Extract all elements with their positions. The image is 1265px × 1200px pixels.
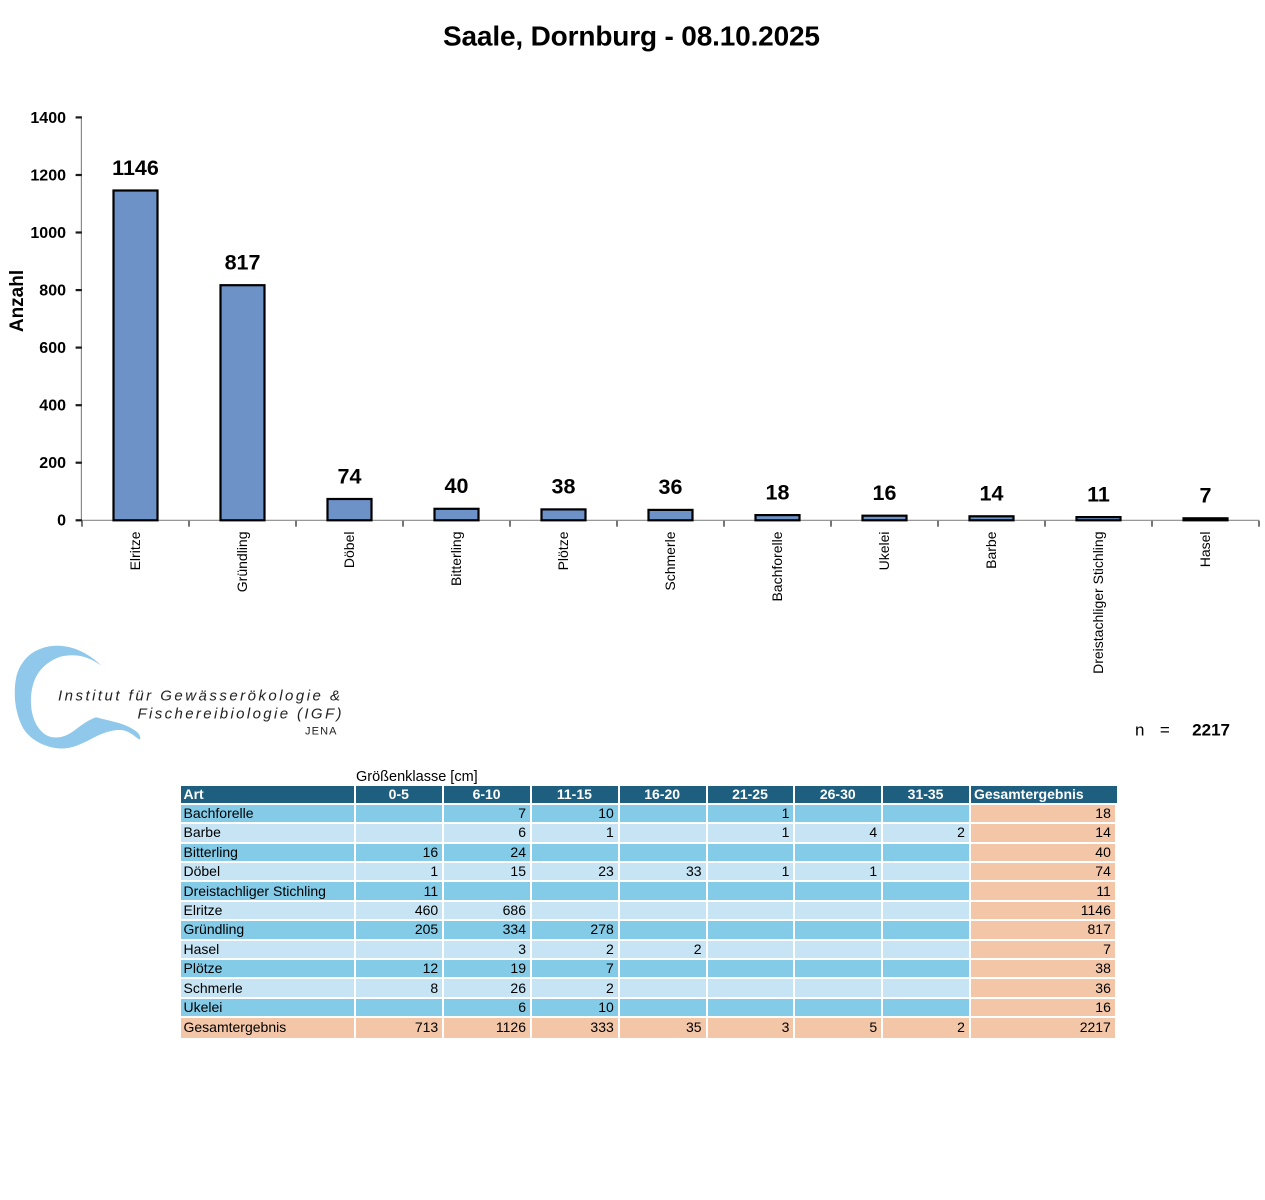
svg-text:14: 14 <box>980 482 1004 506</box>
svg-text:2217: 2217 <box>1192 721 1230 740</box>
svg-text:200: 200 <box>39 455 66 472</box>
svg-text:n: n <box>1135 721 1144 740</box>
svg-text:800: 800 <box>39 283 66 300</box>
svg-text:400: 400 <box>39 398 66 415</box>
svg-text:7: 7 <box>1200 484 1212 508</box>
svg-text:Döbel: Döbel <box>341 532 357 569</box>
svg-text:74: 74 <box>338 464 362 488</box>
svg-text:Elritze: Elritze <box>127 531 143 570</box>
svg-text:40: 40 <box>445 474 469 498</box>
svg-text:Anzahl: Anzahl <box>7 270 28 332</box>
svg-text:Bachforelle: Bachforelle <box>769 531 785 601</box>
svg-text:1146: 1146 <box>112 156 159 180</box>
svg-text:Saale, Dornburg - 08.10.2025: Saale, Dornburg - 08.10.2025 <box>443 20 820 51</box>
svg-text:0: 0 <box>57 513 66 530</box>
svg-text:16: 16 <box>873 481 897 505</box>
svg-text:11: 11 <box>1087 482 1110 506</box>
svg-text:1200: 1200 <box>30 167 66 184</box>
svg-text:1400: 1400 <box>30 110 66 127</box>
svg-text:Barbe: Barbe <box>983 531 999 569</box>
svg-text:Schmerle: Schmerle <box>662 531 678 590</box>
svg-text:Dreistachliger Stichling: Dreistachliger Stichling <box>1090 532 1106 674</box>
svg-text:18: 18 <box>766 480 790 504</box>
svg-text:Bitterling: Bitterling <box>448 532 464 586</box>
svg-text:1000: 1000 <box>30 225 66 242</box>
svg-text:Fischereibiologie (IGF): Fischereibiologie (IGF) <box>138 706 342 723</box>
svg-text:817: 817 <box>225 251 261 275</box>
svg-text:Gründling: Gründling <box>234 532 250 593</box>
svg-text:=: = <box>1160 721 1170 740</box>
svg-text:600: 600 <box>39 340 66 357</box>
svg-text:Hasel: Hasel <box>1197 532 1213 568</box>
svg-text:38: 38 <box>552 475 576 499</box>
svg-text:36: 36 <box>659 475 683 499</box>
svg-text:Ukelei: Ukelei <box>876 532 892 571</box>
svg-text:Institut für Gewässerökologie: Institut für Gewässerökologie & <box>58 688 340 705</box>
svg-text:Plötze: Plötze <box>555 531 571 570</box>
svg-text:JENA: JENA <box>305 726 337 738</box>
